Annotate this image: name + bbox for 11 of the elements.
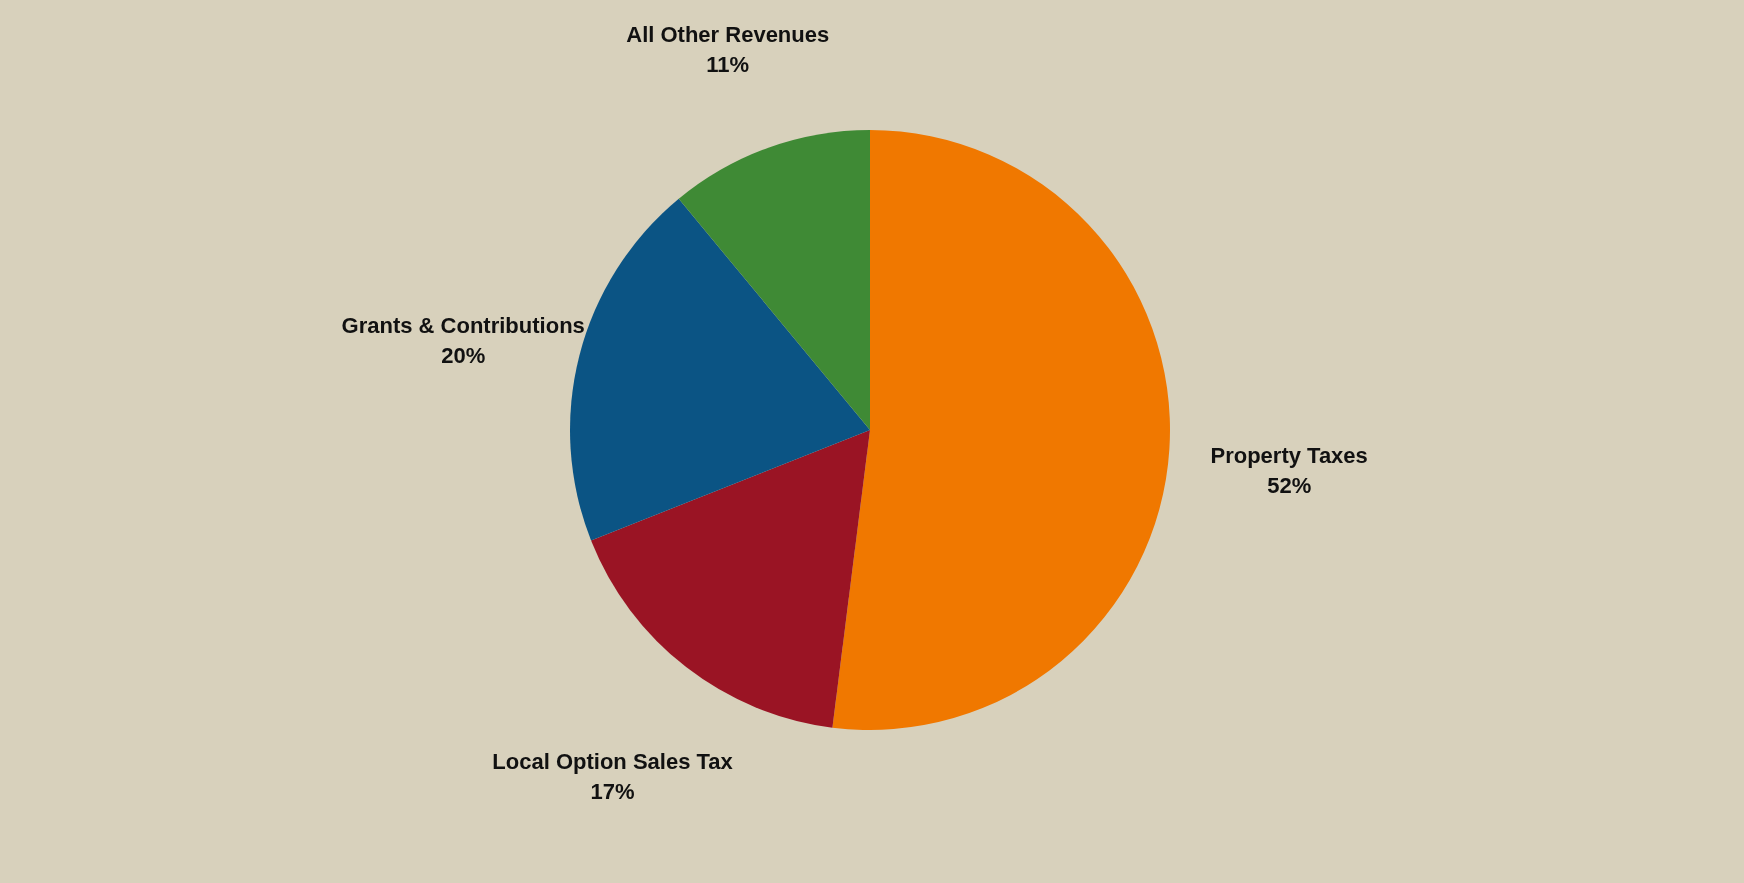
pie-slice	[678, 130, 870, 430]
data-label: 11%	[706, 51, 750, 77]
slice-label: Grants & Contributions	[341, 312, 585, 338]
slice-label: Local Option Sales Tax	[492, 748, 734, 774]
slice-label: Property Taxes	[1210, 443, 1368, 469]
pie-slice	[832, 130, 1170, 730]
data-label: 20%	[441, 342, 486, 368]
pie-slice	[591, 430, 870, 728]
slice-label: All Other Revenues	[626, 21, 830, 47]
data-label: 17%	[590, 778, 635, 804]
data-label: 52%	[1267, 473, 1312, 499]
